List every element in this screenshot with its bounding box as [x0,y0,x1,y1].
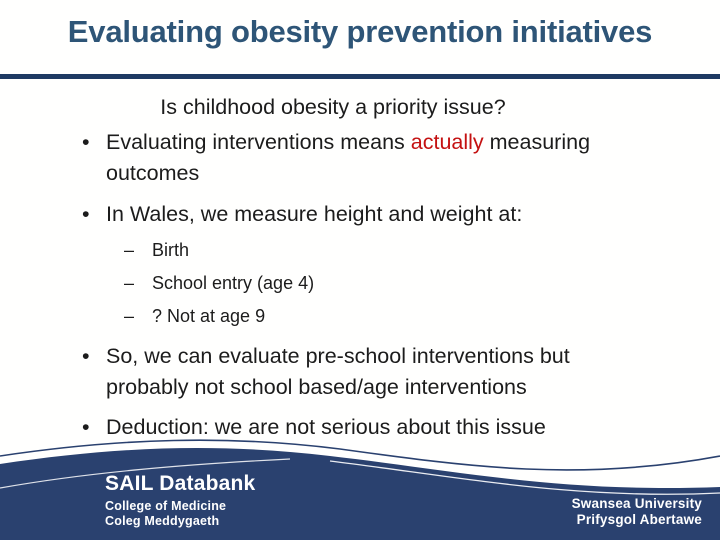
bullet-marker: • [82,343,90,368]
bullet1-emphasis: actually [410,130,484,155]
bullet-marker: • [82,130,90,155]
sub-bullet-text: School entry (age 4) [152,273,315,294]
bullet-marker: • [82,415,90,440]
bullet-marker: • [82,201,90,226]
lead-question: Is childhood obesity a priority issue? [160,95,506,119]
sail-databank-logo: SAIL Databank [105,472,256,495]
bullet-item-3: • So, we can evaluate pre-school interve… [66,341,680,403]
slide-body: Is childhood obesity a priority issue? •… [0,84,720,452]
college-name-welsh: Coleg Meddygaeth [105,514,220,528]
sub-bullet-item: – School entry (age 4) [124,272,680,295]
footer-wave [0,439,720,540]
university-name-english: Swansea University [571,496,702,511]
sub-bullet-text: Birth [152,239,190,260]
slide-title: Evaluating obesity prevention initiative… [67,14,653,49]
bullet-text: In Wales, we measure height and weight a… [106,201,523,226]
footer-brand-block: SAIL Databank College of Medicine Coleg … [105,472,255,529]
sub-bullet-item: – Birth [124,239,680,262]
bullet1-post: measuring outcomes [106,130,591,186]
sub-bullet-item: – ? Not at age 9 [124,305,680,328]
bullet-item-2: • In Wales, we measure height and weight… [66,199,680,230]
title-divider-rule [0,74,720,79]
bullet1-pre: Evaluating interventions means [106,130,411,155]
bullet-text: Evaluating interventions means actually … [106,127,658,189]
sub-bullet-text: ? Not at age 9 [152,306,266,327]
bullet-item-1: • Evaluating interventions means actuall… [66,127,680,189]
bullet-item-4: • Deduction: we are not serious about th… [66,412,680,443]
sub-bullet-list: – Birth – School entry (age 4) – ? Not a… [124,239,680,329]
dash-marker: – [124,273,135,294]
footer-banner: SAIL Databank College of Medicine Coleg … [0,430,720,540]
dash-marker: – [124,306,135,327]
college-name-english: College of Medicine [105,499,227,513]
bullet-text: Deduction: we are not serious about this… [106,415,546,440]
bullet-text: So, we can evaluate pre-school intervent… [106,343,570,400]
university-name-block: Swansea University Prifysgol Abertawe [572,496,702,528]
dash-marker: – [124,239,135,260]
university-name-welsh: Prifysgol Abertawe [576,512,702,527]
